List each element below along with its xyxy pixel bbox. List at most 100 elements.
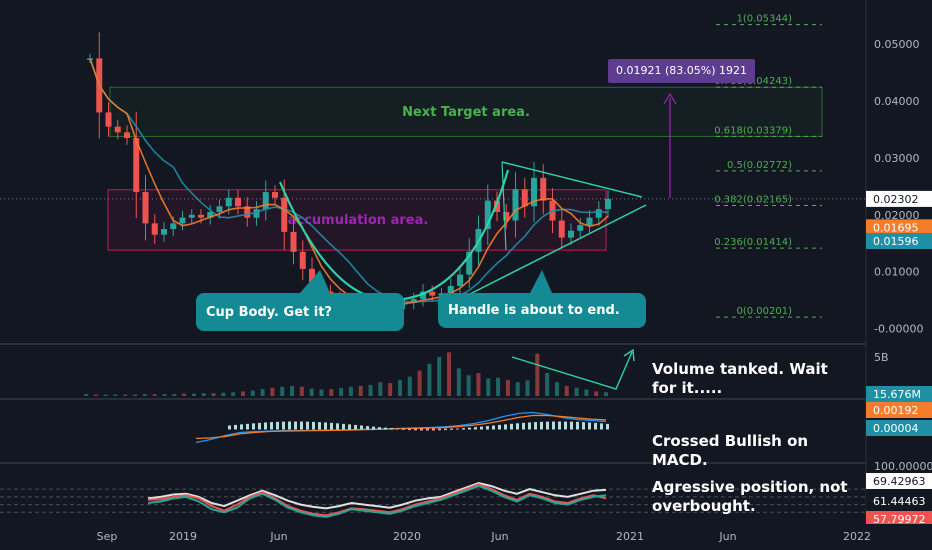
volume-bar	[113, 394, 118, 396]
macd-histogram-bar	[318, 422, 321, 430]
pane-divider	[0, 398, 866, 400]
handle-edge	[501, 161, 507, 251]
price-tag-label: 0.01596	[873, 235, 919, 248]
macd-histogram-bar	[522, 422, 525, 430]
handle-callout: Handle is about to end.	[438, 293, 646, 328]
price-tag-label: 61.44463	[873, 495, 926, 508]
macd-histogram-bar	[558, 421, 561, 430]
volume-bar	[368, 384, 373, 396]
macd-histogram-bar	[462, 428, 465, 430]
macd-histogram-bar	[468, 427, 471, 430]
x-tick-label: Sep	[97, 530, 118, 543]
candle-body	[207, 211, 214, 218]
volume-bar	[191, 393, 196, 396]
zone-box	[109, 86, 823, 137]
volume-bar	[309, 388, 314, 396]
volume-bar	[201, 393, 206, 396]
candle-body	[568, 230, 574, 238]
macd-histogram-bar	[246, 423, 249, 430]
volume-bar	[456, 368, 461, 396]
macd-histogram-bar	[546, 421, 549, 430]
volume-arrow	[511, 351, 633, 390]
macd-histogram-bar	[444, 428, 447, 431]
macd-histogram-bar	[588, 422, 591, 430]
cup-callout: Cup Body. Get it?	[196, 293, 404, 331]
fib-label: 0.618(0.03379)	[714, 125, 792, 136]
macd-histogram-bar	[486, 426, 489, 430]
candle-body	[235, 197, 241, 207]
volume-bar	[594, 391, 599, 396]
candle-body	[531, 177, 537, 207]
price-tag	[866, 402, 932, 418]
macd-histogram-bar	[432, 428, 435, 431]
candle-body	[309, 268, 315, 286]
zone-label: Next Target area.	[402, 105, 530, 120]
x-axis-background	[0, 524, 932, 550]
macd-histogram-bar	[312, 421, 315, 430]
macd-histogram-bar	[426, 428, 429, 431]
macd-histogram-bar	[516, 423, 519, 430]
volume-bar	[486, 378, 491, 396]
candle-body	[216, 206, 223, 212]
fib-label: 1(0.05344)	[736, 14, 792, 25]
candle-body	[558, 220, 565, 238]
target-label: 0.01921 (83.05%) 1921	[608, 59, 756, 83]
macd-histogram-bar	[288, 421, 291, 430]
volume-bar	[260, 389, 265, 396]
pane-divider	[0, 343, 866, 345]
x-tick-label: 2022	[843, 530, 871, 543]
volume-bar	[329, 389, 334, 396]
rsi-white-line	[147, 481, 607, 510]
macd-histogram-bar	[264, 422, 267, 430]
volume-bar	[339, 388, 344, 396]
volume-bar	[231, 392, 236, 396]
macd-histogram-bar	[330, 422, 333, 430]
volume-bar	[172, 394, 177, 396]
macd-histogram-bar	[450, 428, 453, 430]
macd-histogram-bar	[492, 425, 495, 430]
volume-bar	[466, 375, 471, 396]
macd-histogram-bar	[294, 421, 297, 430]
macd-histogram-bar	[354, 424, 357, 430]
macd-histogram-bar	[234, 424, 237, 430]
macd-histogram-bar	[270, 422, 273, 430]
candle-body	[484, 200, 491, 230]
macd-histogram-bar	[408, 428, 411, 431]
candle-body	[540, 177, 547, 201]
candle-body	[447, 285, 454, 294]
rsi-y-tick: 100.00000	[874, 460, 932, 473]
volume-bar	[133, 394, 138, 396]
rsi-note: Agressive position, not overbought.	[652, 478, 848, 515]
candle-body	[188, 214, 195, 218]
cup-callout-pointer	[300, 270, 330, 293]
macd-histogram-bar	[576, 421, 579, 430]
y-tick-label: 0.02000	[874, 209, 920, 222]
fib-label: 0.5(0.02772)	[727, 160, 792, 171]
macd-histogram-bar	[306, 421, 309, 430]
macd-note: Crossed Bullish on MACD.	[652, 432, 809, 469]
macd-histogram-bar	[372, 426, 375, 430]
price-tag-label: 0.00192	[873, 404, 919, 417]
macd-histogram-bar	[504, 424, 507, 430]
candle-body	[429, 291, 436, 296]
price-tag-label: 15.676M	[873, 388, 921, 401]
macd-histogram-bar	[336, 423, 339, 430]
price-tag	[866, 511, 932, 527]
volume-bar	[123, 394, 128, 396]
y-tick-label: -0.00000	[874, 323, 923, 336]
price-tag-label: 69.42963	[873, 475, 926, 488]
handle-upper-line	[501, 161, 643, 198]
candle-body	[577, 225, 584, 231]
candle-body	[299, 251, 306, 269]
pane-divider	[0, 462, 866, 464]
macd-histogram-bar	[414, 428, 417, 431]
volume-bar	[162, 394, 167, 396]
volume-bar	[545, 373, 550, 396]
candle-body	[124, 132, 130, 139]
price-tag	[866, 233, 932, 249]
volume-bar	[397, 379, 402, 396]
macd-histogram-bar	[402, 428, 405, 430]
candle-body	[420, 291, 426, 300]
volume-bar	[496, 377, 501, 396]
